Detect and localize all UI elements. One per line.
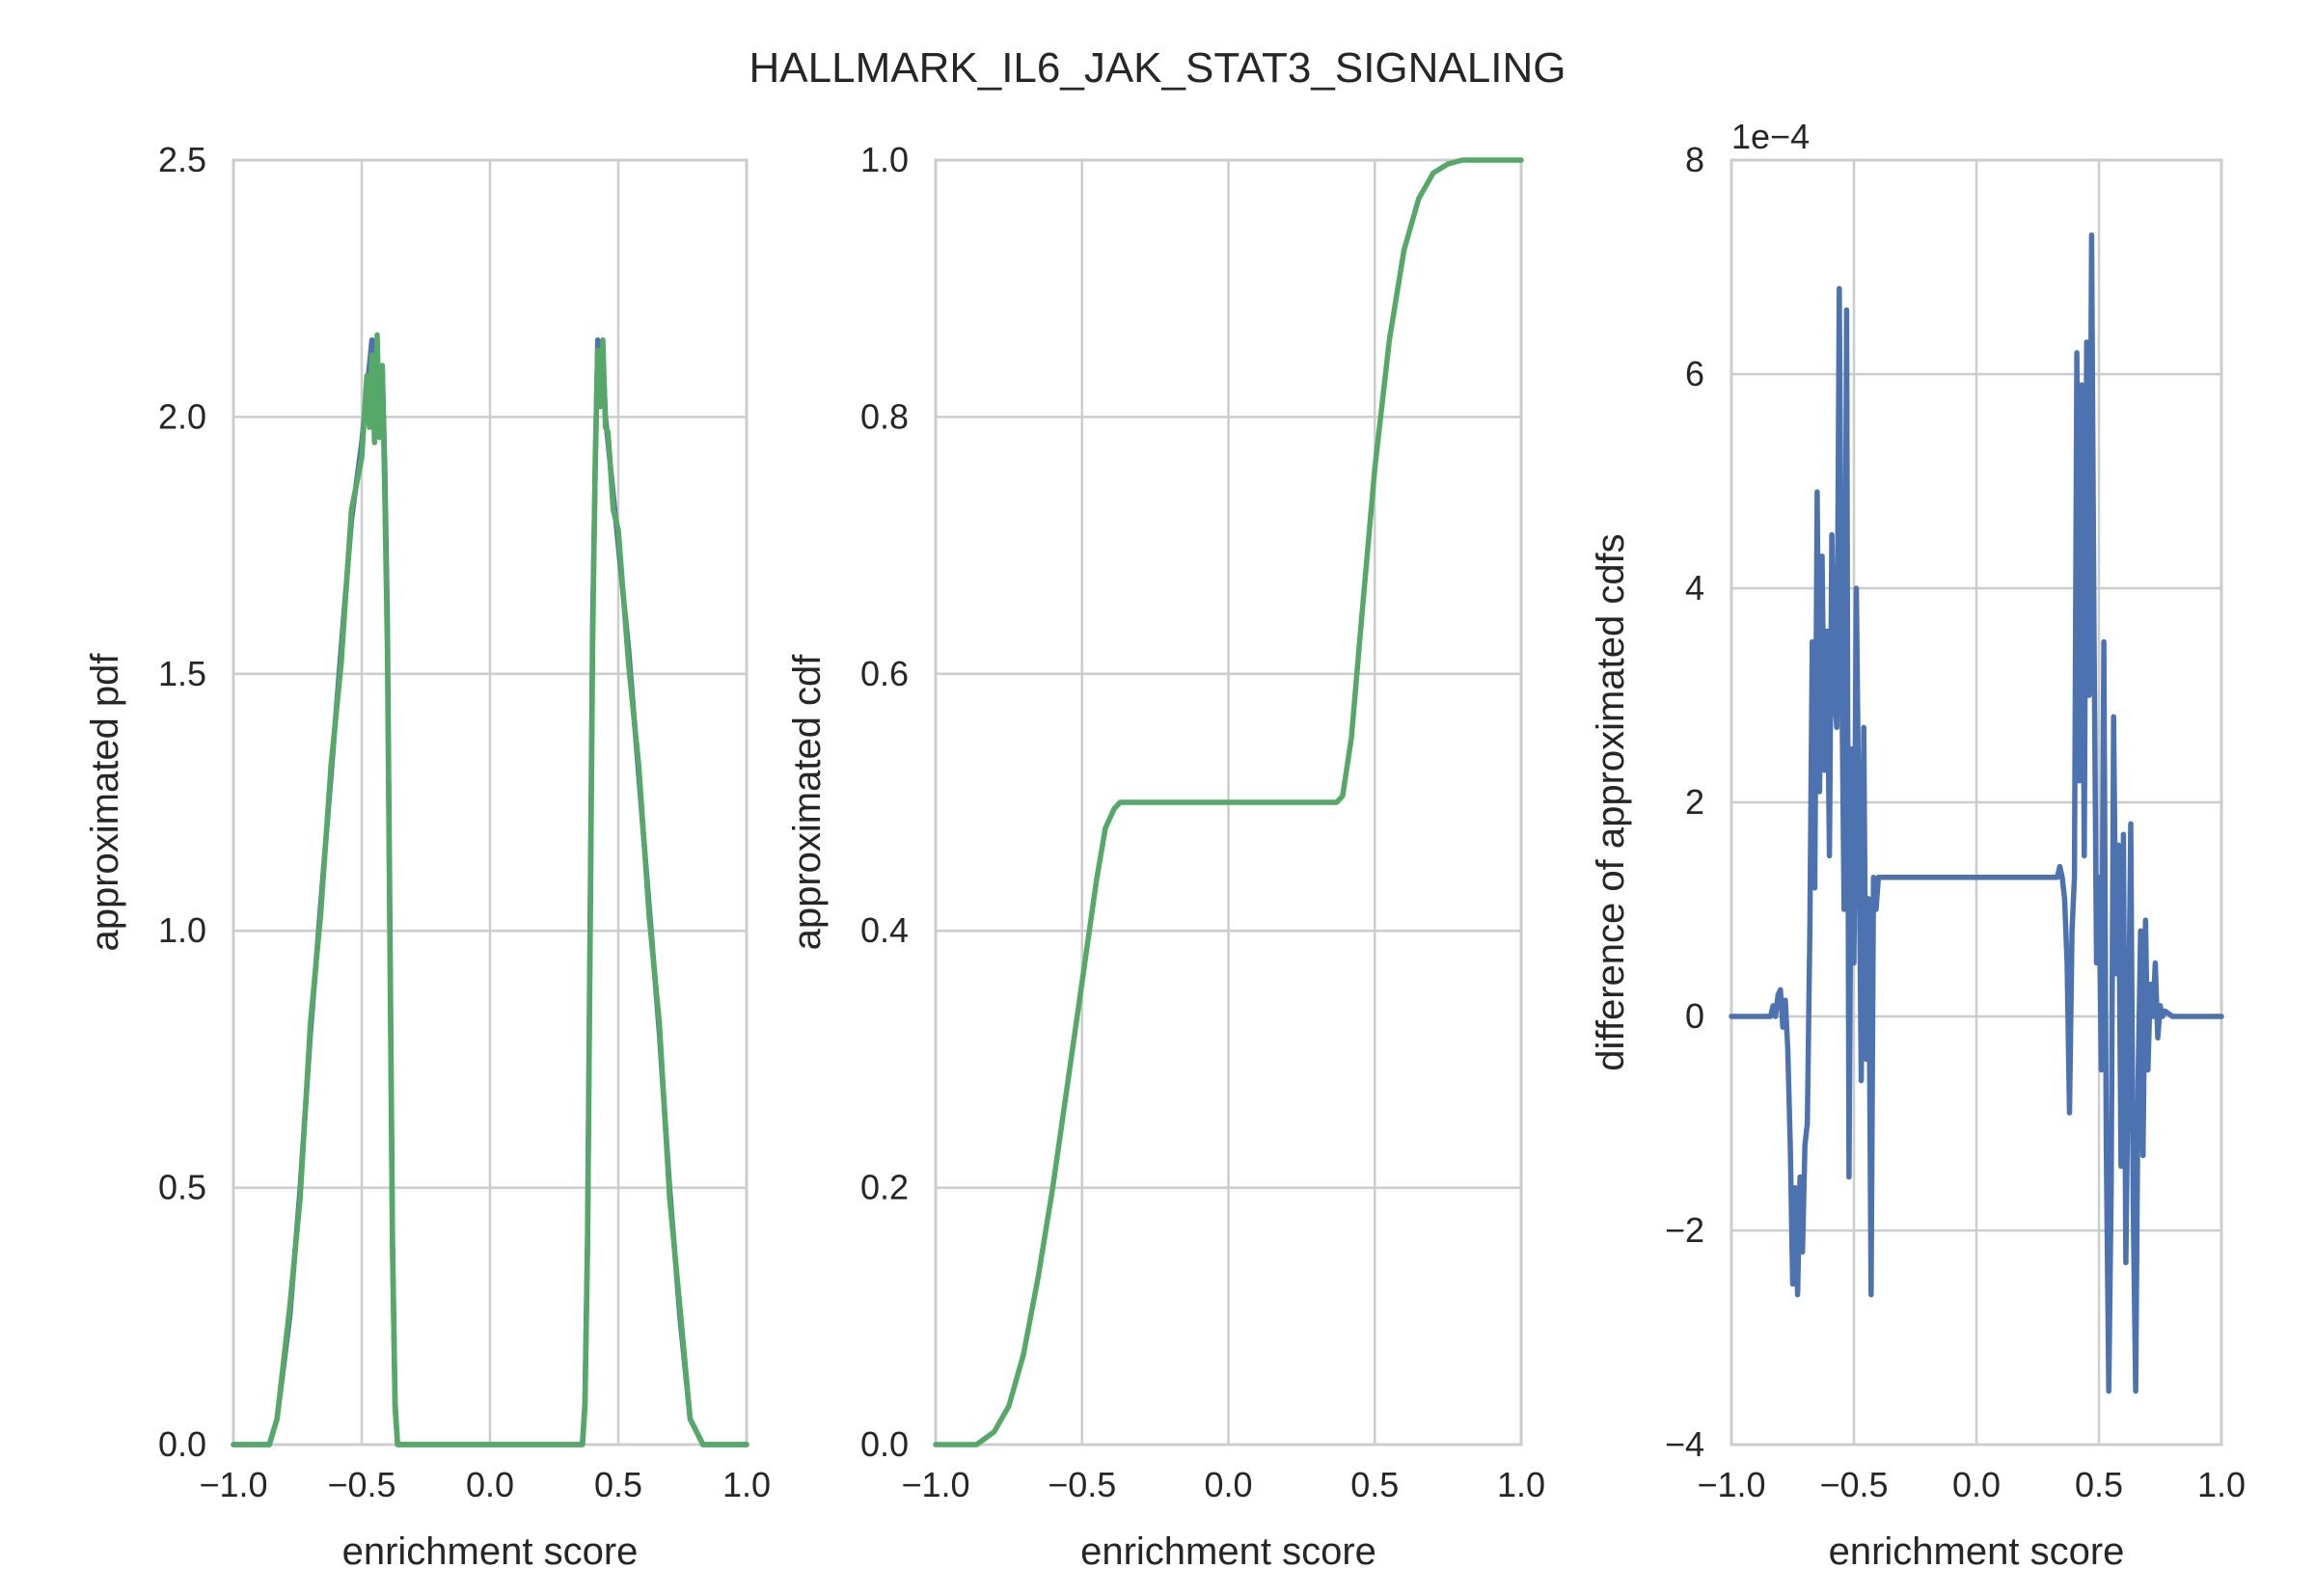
x-tick-label: −0.5 (327, 1465, 395, 1504)
y-axis-label: approximated pdf (84, 653, 126, 952)
figure-title: HALLMARK_IL6_JAK_STAT3_SIGNALING (749, 44, 1566, 92)
x-tick-label: −0.5 (1819, 1465, 1888, 1504)
y-tick-label: 1.0 (158, 910, 206, 950)
axis-offset-label: 1e−4 (1731, 117, 1810, 156)
x-tick-label: 0.5 (594, 1465, 642, 1504)
x-tick-label: 1.0 (722, 1465, 771, 1504)
x-tick-label: −1.0 (901, 1465, 969, 1504)
y-tick-label: 1.5 (158, 654, 206, 693)
x-tick-label: 0.0 (1952, 1465, 2001, 1504)
chart-3: −1.0 −0.5 0.0 0.5 1.0 −4 −2 0 2 4 6 8 enrichment sco… (1590, 117, 2246, 1573)
x-tick-label: −1.0 (199, 1465, 267, 1504)
axes-frame (934, 158, 1523, 1447)
y-tick-label: 4 (1685, 568, 1704, 608)
y-tick-label: 0.2 (860, 1168, 909, 1207)
y-tick-label: 8 (1685, 140, 1704, 179)
y-axis-label: difference of approximated cdfs (1590, 533, 1632, 1070)
y-tick-label: 0.4 (860, 910, 909, 950)
y-tick-label: 2.0 (158, 396, 206, 436)
x-tick-label: 0.5 (2075, 1465, 2123, 1504)
x-tick-label: 1.0 (1497, 1465, 1545, 1504)
y-tick-label: 0.5 (158, 1168, 206, 1207)
x-tick-label: −1.0 (1697, 1465, 1765, 1504)
chart-1: −1.0 −0.5 0.0 0.5 1.0 0.0 0.5 1.0 1.5 2.0 2.5 enric… (84, 140, 771, 1573)
y-tick-label: 0.0 (158, 1424, 206, 1464)
x-tick-label: −0.5 (1048, 1465, 1116, 1504)
y-tick-label: −4 (1665, 1424, 1704, 1464)
x-axis-label: enrichment score (1829, 1530, 2125, 1573)
y-tick-label: −2 (1665, 1210, 1704, 1250)
y-tick-label: 0.8 (860, 396, 909, 436)
x-axis-label: enrichment score (342, 1530, 639, 1573)
x-tick-label: 0.0 (466, 1465, 514, 1504)
y-tick-label: 2 (1685, 782, 1704, 822)
chart-2: −1.0 −0.5 0.0 0.5 1.0 0.0 0.2 0.4 0.6 0.8 1.0 enric… (786, 140, 1545, 1573)
y-tick-label: 6 (1685, 354, 1704, 393)
series-line-2 (231, 332, 749, 1447)
x-tick-label: 1.0 (2197, 1465, 2246, 1504)
y-axis-label: approximated cdf (786, 654, 829, 951)
axes-frame (1729, 158, 2223, 1447)
y-tick-label: 1.0 (860, 140, 909, 179)
y-tick-label: 2.5 (158, 140, 206, 179)
y-tick-label: 0 (1685, 996, 1704, 1036)
y-tick-label: 0.6 (860, 654, 909, 693)
x-axis-label: enrichment score (1080, 1530, 1376, 1573)
y-tick-label: 0.0 (860, 1424, 909, 1464)
series-line-1 (933, 157, 1524, 1447)
series-line-1 (1729, 231, 2224, 1394)
x-tick-label: 0.5 (1350, 1465, 1399, 1504)
x-tick-label: 0.0 (1204, 1465, 1252, 1504)
